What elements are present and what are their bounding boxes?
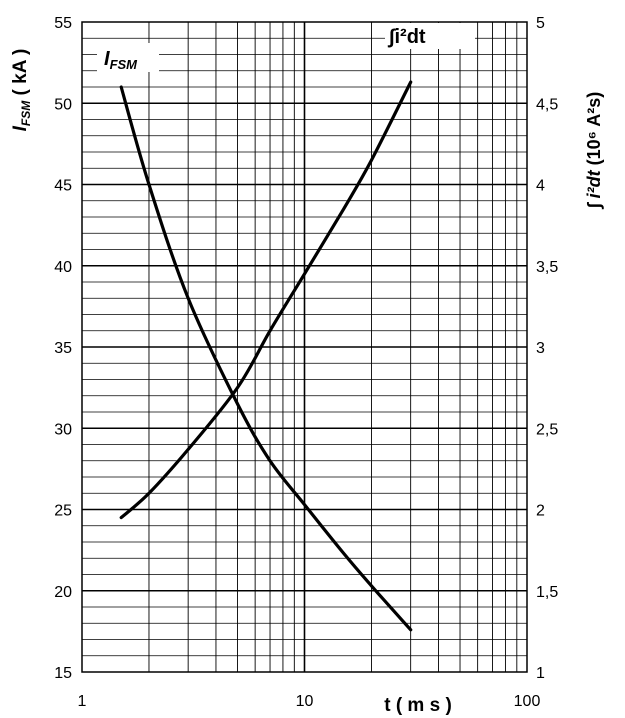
y-left-tick-label: 55 bbox=[54, 15, 72, 32]
major-gridlines bbox=[82, 22, 527, 672]
y-right-tick-label: 3,5 bbox=[536, 259, 558, 276]
y-right-tick-label: 4 bbox=[536, 178, 545, 195]
y-left-tick-label: 50 bbox=[54, 96, 72, 113]
y-axis-right-label: ∫ i²dt (10⁶ A²s) bbox=[584, 92, 604, 210]
y-left-tick-label: 35 bbox=[54, 340, 72, 357]
x-tick-label: 1 bbox=[78, 693, 87, 710]
y-left-tick-label: 25 bbox=[54, 503, 72, 520]
i2t-curve bbox=[119, 80, 413, 520]
i2t-label-box bbox=[385, 23, 475, 49]
ifsm-label-box bbox=[97, 43, 159, 72]
y-left-tick-label: 40 bbox=[54, 259, 72, 276]
y-left-tick-label: 30 bbox=[54, 421, 72, 438]
y-right-tick-label: 4,5 bbox=[536, 96, 558, 113]
y-right-tick-label: 1,5 bbox=[536, 584, 558, 601]
i2t-series-label: ∫i²dt bbox=[387, 26, 426, 48]
y-right-tick-label: 2,5 bbox=[536, 421, 558, 438]
y-right-tick-label: 2 bbox=[536, 503, 545, 520]
ifsm-curve bbox=[119, 85, 413, 632]
plot-frame bbox=[81, 21, 528, 673]
y-axis-left-label: IFSM ( kA ) bbox=[10, 49, 33, 132]
y-left-tick-label: 45 bbox=[54, 178, 72, 195]
series-layer bbox=[119, 80, 413, 632]
y-right-tick-label: 3 bbox=[536, 340, 545, 357]
y-left-tick-label: 15 bbox=[54, 665, 72, 682]
x-axis-label: t ( m s ) bbox=[384, 695, 452, 716]
y-right-tick-label: 1 bbox=[536, 665, 545, 682]
y-right-tick-label: 5 bbox=[536, 15, 545, 32]
y-left-tick-label: 20 bbox=[54, 584, 72, 601]
x-tick-label: 10 bbox=[296, 693, 314, 710]
ifsm-series-label: IFSM bbox=[104, 48, 138, 72]
x-tick-label: 100 bbox=[514, 693, 541, 710]
tick-labels: 15 20 25 30 35 40 45 50 55 1 1,5 2 2,5 3 3,5 4 4,5 5 1 10 10… bbox=[54, 15, 558, 710]
